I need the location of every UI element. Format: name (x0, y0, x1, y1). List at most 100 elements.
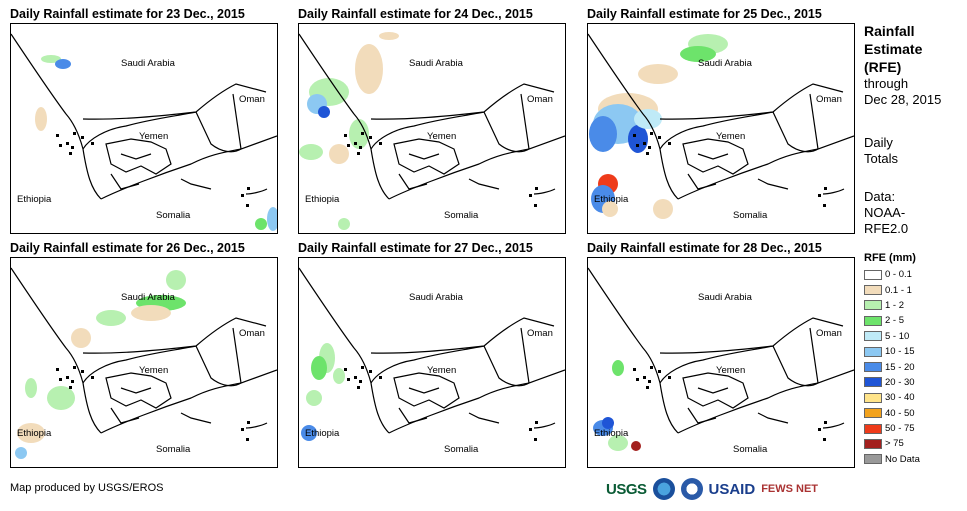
boundary-line (100, 148, 242, 200)
boundary-line (697, 153, 729, 160)
rainfall-area (634, 109, 662, 129)
rainfall-area (267, 207, 277, 231)
legend-swatch (864, 285, 882, 296)
map-label-oman: Oman (239, 94, 265, 105)
usaid-logo: USAID (708, 480, 756, 498)
legend-label: 40 - 50 (885, 407, 915, 419)
rainfall-area (631, 441, 641, 451)
map-label-oman: Oman (816, 94, 842, 105)
rainfall-area (299, 144, 323, 160)
boundary-line (120, 387, 152, 394)
boundary-line (468, 412, 500, 424)
island-mark (534, 204, 537, 207)
legend-item: 15 - 20 (864, 359, 964, 374)
rainfall-area (379, 32, 399, 40)
legend-swatch (864, 269, 882, 280)
map-panel-4: Saudi Arabia Oman Yemen Ethiopia Somalia (10, 257, 278, 468)
rainfall-area (589, 116, 617, 152)
island-mark (650, 366, 653, 369)
legend-swatch (864, 331, 882, 342)
legend-item: 5 - 10 (864, 329, 964, 344)
legend-item: 10 - 15 (864, 344, 964, 359)
island-mark (91, 142, 94, 145)
legend-label: 50 - 75 (885, 423, 915, 435)
boundary-line (533, 188, 556, 195)
rainfall-area (255, 218, 267, 230)
legend-item: 30 - 40 (864, 390, 964, 405)
boundary-line (100, 382, 242, 434)
legend-item: > 75 (864, 436, 964, 451)
boundary-line (11, 33, 102, 200)
island-mark (59, 144, 62, 147)
map-label-yemen: Yemen (716, 131, 745, 142)
noaa-logo-icon (652, 478, 675, 500)
legend-label: 1 - 2 (885, 299, 905, 311)
legend-label: 5 - 10 (885, 330, 910, 342)
boundary-line (245, 422, 268, 429)
rainfall-area (166, 270, 186, 290)
rainfall-area (333, 368, 345, 384)
island-mark (241, 428, 244, 431)
boundary-line (687, 407, 717, 424)
island-mark (534, 438, 537, 441)
island-mark (347, 378, 350, 381)
rainfall-area (15, 447, 27, 459)
island-mark (648, 146, 651, 149)
island-mark (71, 146, 74, 149)
map-label-ethiopia: Ethiopia (17, 428, 52, 439)
legend-item: 2 - 5 (864, 313, 964, 328)
side-title-line3: (RFE) (864, 59, 902, 75)
panel-title-4: Daily Rainfall estimate for 26 Dec., 201… (10, 241, 245, 255)
legend-swatch (864, 315, 882, 326)
island-mark (643, 142, 646, 145)
island-mark (636, 378, 639, 381)
boundary-line (398, 173, 428, 190)
map-label-yemen: Yemen (716, 365, 745, 376)
boundary-line (110, 173, 140, 190)
seal-logo-icon (680, 478, 703, 500)
island-mark (361, 366, 364, 369)
legend-label: 30 - 40 (885, 392, 915, 404)
island-mark (633, 368, 636, 371)
map-label-oman: Oman (527, 94, 553, 105)
map-label-somalia: Somalia (156, 444, 191, 455)
boundary-line (809, 327, 819, 384)
island-mark (633, 134, 636, 137)
rainfall-area (638, 64, 678, 84)
side-data-src2: RFE2.0 (864, 221, 909, 236)
rainfall-area (55, 59, 71, 69)
map-svg-3: Saudi Arabia Oman Yemen Ethiopia Somalia (588, 33, 854, 221)
legend-item: 0 - 0.1 (864, 267, 964, 282)
side-daily1: Daily (864, 135, 893, 150)
map-label-somalia: Somalia (156, 210, 191, 221)
rainfall-area (131, 305, 171, 321)
boundary-line (299, 33, 390, 200)
rainfall-area (653, 199, 673, 219)
map-label-somalia: Somalia (733, 444, 768, 455)
rainfall-area (628, 125, 648, 153)
island-mark (668, 376, 671, 379)
rainfall-area (602, 201, 618, 217)
island-mark (344, 368, 347, 371)
boundary-line (757, 178, 789, 190)
panel-title-2: Daily Rainfall estimate for 24 Dec., 201… (298, 7, 533, 21)
map-label-saudi: Saudi Arabia (698, 292, 753, 303)
side-through: through (864, 76, 909, 91)
island-mark (347, 144, 350, 147)
side-data: Data: NOAA- RFE2.0 (864, 189, 908, 237)
island-mark (56, 368, 59, 371)
rainfall-area (36, 144, 46, 154)
map-panel-6: Saudi Arabia Oman Yemen Ethiopia Somalia (587, 257, 855, 468)
boundary-line (393, 138, 460, 175)
boundary-line (822, 422, 845, 429)
island-mark (66, 142, 69, 145)
map-panel-1: Saudi Arabia Oman Yemen Ethiopia Somalia (10, 23, 278, 234)
legend-swatch (864, 377, 882, 388)
island-mark (535, 187, 538, 190)
legend-item: 0.1 - 1 (864, 282, 964, 297)
island-mark (81, 370, 84, 373)
panel-title-1: Daily Rainfall estimate for 23 Dec., 201… (10, 7, 245, 21)
side-title-line1: Rainfall (864, 23, 915, 39)
island-mark (246, 438, 249, 441)
side-data-src1: NOAA- (864, 205, 906, 220)
